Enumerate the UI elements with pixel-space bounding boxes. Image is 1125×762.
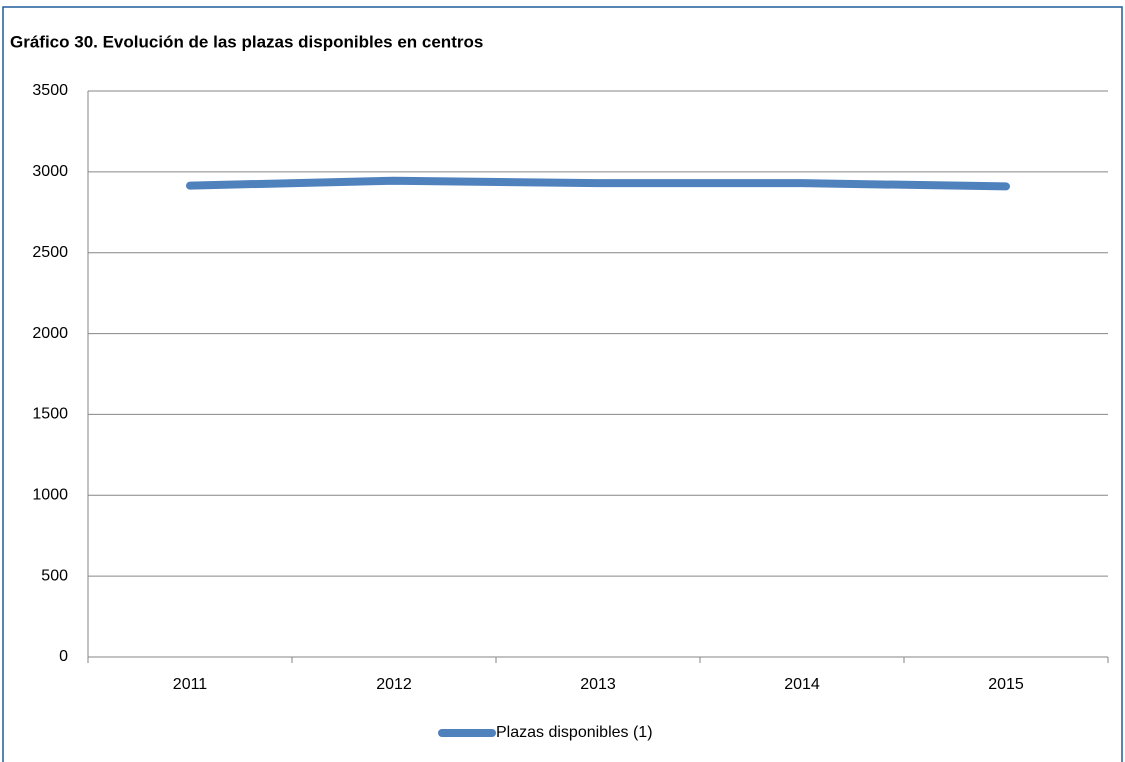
y-tick-label: 3000 bbox=[32, 163, 68, 180]
y-tick-label: 0 bbox=[59, 648, 68, 665]
legend-label: Plazas disponibles (1) bbox=[496, 724, 653, 741]
x-tick-label: 2013 bbox=[580, 676, 616, 693]
frame bbox=[2, 6, 1123, 762]
y-tick-label: 1500 bbox=[32, 406, 68, 423]
chart-title: Gráfico 30. Evolución de las plazas disp… bbox=[10, 32, 483, 51]
x-tick-label: 2015 bbox=[988, 676, 1024, 693]
y-tick-label: 2000 bbox=[32, 325, 68, 342]
x-tick-label: 2012 bbox=[376, 676, 412, 693]
y-tick-label: 3500 bbox=[32, 82, 68, 99]
x-tick-label: 2011 bbox=[173, 676, 208, 693]
x-tick-label: 2014 bbox=[784, 676, 820, 693]
data-line bbox=[186, 176, 1010, 191]
y-tick-label: 2500 bbox=[32, 244, 68, 261]
y-tick-label: 500 bbox=[41, 567, 68, 584]
y-tick-label: 1000 bbox=[32, 487, 68, 504]
